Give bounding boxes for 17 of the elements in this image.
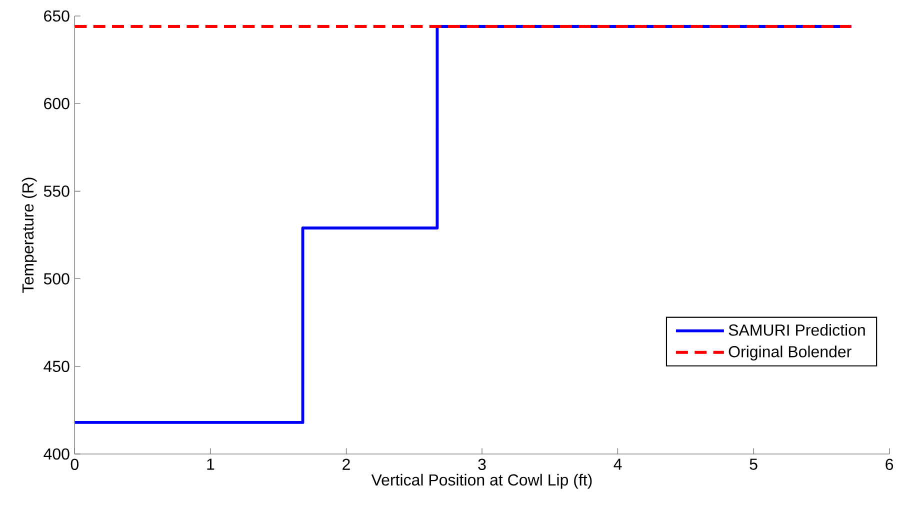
y-tick-label: 550 bbox=[44, 186, 70, 197]
legend-label: Original Bolender bbox=[728, 346, 852, 361]
y-tick-label: 500 bbox=[44, 273, 70, 284]
x-tick-label: 4 bbox=[614, 458, 622, 470]
x-tick-label: 0 bbox=[70, 458, 79, 470]
y-tick-label: 400 bbox=[44, 448, 70, 460]
x-tick-label: 3 bbox=[478, 458, 486, 470]
x-tick-label: 2 bbox=[342, 458, 350, 470]
x-tick-label: 1 bbox=[207, 458, 214, 470]
y-tick-label: 450 bbox=[44, 360, 70, 372]
y-tick-label: 600 bbox=[44, 98, 70, 110]
x-axis-title: Vertical Position at Cowl Lip (ft) bbox=[371, 474, 592, 489]
x-tick-label: 5 bbox=[750, 458, 758, 470]
x-tick-label: 6 bbox=[886, 458, 894, 470]
legend-label: SAMURI Prediction bbox=[728, 324, 865, 336]
y-tick-label: 650 bbox=[44, 10, 70, 22]
y-axis-title: Temperature (R) bbox=[22, 178, 37, 293]
